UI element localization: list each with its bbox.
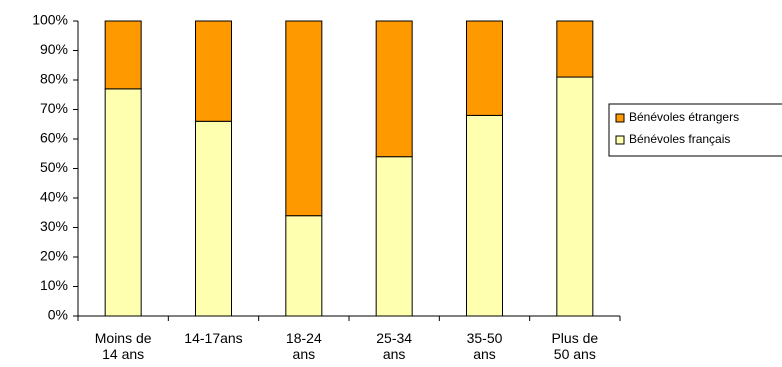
bar-segment — [195, 20, 232, 122]
x-tick-label: Plus de 50 ans — [551, 330, 599, 362]
y-tick-label: 30% — [40, 218, 68, 234]
bar-segment — [466, 20, 503, 116]
bar-segment — [556, 76, 594, 317]
legend-swatch — [615, 135, 625, 145]
bar-segment — [466, 114, 503, 317]
bar-segment — [285, 20, 323, 217]
bar-segment — [195, 120, 232, 317]
bar-segment — [104, 88, 142, 317]
y-tick-label: 10% — [40, 277, 68, 293]
y-tick-label: 90% — [40, 41, 68, 57]
y-tick-label: 50% — [40, 159, 68, 175]
bar-segment — [285, 215, 323, 317]
x-tick-label: 25-34 ans — [376, 330, 413, 362]
legend-box — [608, 103, 782, 157]
y-tick-label: 40% — [40, 189, 68, 205]
bar-segment — [375, 20, 413, 158]
bar-segment — [556, 20, 594, 78]
legend-label: Bénévoles étrangers — [629, 110, 739, 124]
y-tick-label: 60% — [40, 130, 68, 146]
x-tick-label: 35-50 ans — [466, 330, 503, 362]
x-tick-label: 18-24 ans — [285, 330, 322, 362]
y-tick-label: 100% — [32, 12, 68, 28]
bar-segment — [104, 20, 142, 90]
y-tick-label: 0% — [48, 307, 68, 323]
legend-label: Bénévoles français — [629, 132, 730, 146]
x-tick-label: 14-17ans — [184, 330, 243, 346]
bar-segment — [375, 156, 413, 317]
y-tick-label: 70% — [40, 100, 68, 116]
x-tick-label: Moins de 14 ans — [94, 330, 152, 362]
y-tick-label: 20% — [40, 248, 68, 264]
legend-swatch — [615, 113, 625, 123]
y-tick-label: 80% — [40, 71, 68, 87]
